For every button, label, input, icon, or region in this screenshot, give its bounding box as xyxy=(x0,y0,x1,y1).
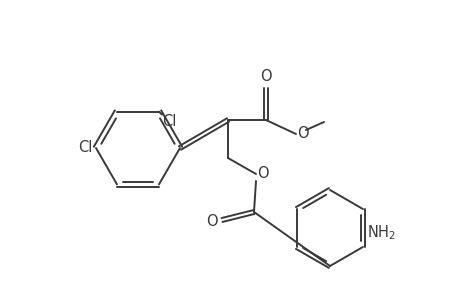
Text: Cl: Cl xyxy=(162,114,176,129)
Text: O: O xyxy=(257,167,268,182)
Text: Cl: Cl xyxy=(78,140,93,155)
Text: O: O xyxy=(297,127,308,142)
Text: NH$_2$: NH$_2$ xyxy=(366,223,395,242)
Text: O: O xyxy=(260,69,271,84)
Text: O: O xyxy=(206,214,218,230)
